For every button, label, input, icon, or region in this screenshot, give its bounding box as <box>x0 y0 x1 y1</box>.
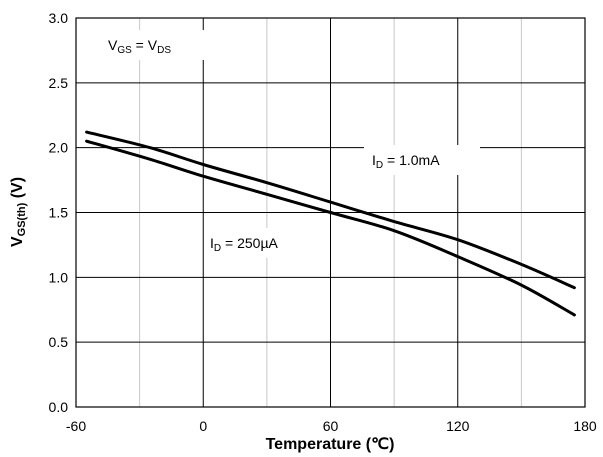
series-label-250ua-sub: D <box>214 243 221 254</box>
condition-v1: V <box>108 37 118 53</box>
condition-s2: DS <box>157 45 171 56</box>
x-tick-label: -60 <box>66 418 86 434</box>
series-label-1ma-main: I <box>372 152 376 168</box>
y-tick-label: 0.0 <box>49 399 69 415</box>
x-tick-label: 0 <box>199 418 207 434</box>
label-1ma-backing <box>364 145 480 175</box>
y-tick-label: 0.5 <box>49 334 69 350</box>
condition-label-backing <box>100 30 210 60</box>
series-label-250ua-main: I <box>210 235 214 251</box>
horizontal-gridlines <box>76 82 585 343</box>
y-axis-title-main: V <box>9 236 26 247</box>
y-tick-label: 2.5 <box>49 75 69 91</box>
y-tick-label: 3.0 <box>49 10 69 26</box>
label-250ua-backing <box>204 228 308 258</box>
x-axis-title: Temperature (℃) <box>266 436 395 453</box>
x-tick-labels: -60 0 60 120 180 <box>66 418 597 434</box>
condition-v2: V <box>148 37 158 53</box>
series-label-1ma: ID = 1.0mA <box>372 152 440 171</box>
series-line-1ma <box>85 130 576 290</box>
y-tick-label: 1.0 <box>49 269 69 285</box>
y-axis-title-suffix: (V) <box>9 177 26 203</box>
x-tick-label: 60 <box>323 418 339 434</box>
series-label-250ua-rest: = 250µA <box>221 235 278 251</box>
condition-mid: = <box>132 37 148 53</box>
x-tick-label: 180 <box>573 418 597 434</box>
x-tick-label: 120 <box>446 418 470 434</box>
y-tick-label: 1.5 <box>49 205 69 221</box>
plot-frame <box>75 17 586 408</box>
data-curves <box>85 130 576 317</box>
series-label-1ma-rest: = 1.0mA <box>383 152 440 168</box>
y-tick-label: 2.0 <box>49 140 69 156</box>
y-axis-title-sub: GS(th) <box>16 202 28 236</box>
series-label-1ma-sub: D <box>376 160 383 171</box>
condition-label: VGS = VDS <box>108 37 171 56</box>
y-axis-title: VGS(th) (V) <box>9 177 28 247</box>
series-line-250ua <box>85 139 576 317</box>
condition-s1: GS <box>117 45 132 56</box>
series-label-250ua: ID = 250µA <box>210 235 279 254</box>
y-tick-labels: 0.0 0.5 1.0 1.5 2.0 2.5 3.0 <box>49 10 69 415</box>
